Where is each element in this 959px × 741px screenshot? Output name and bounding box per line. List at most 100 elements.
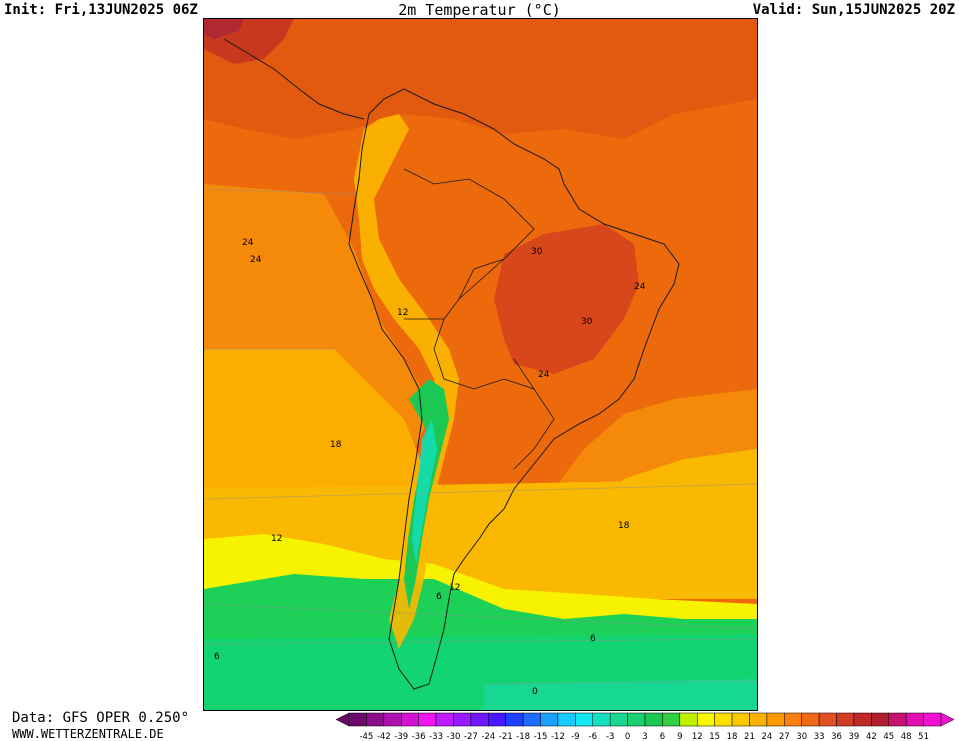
legend-swatch bbox=[383, 712, 402, 727]
legend-tick-label: 3 bbox=[642, 732, 647, 741]
legend-swatch bbox=[435, 712, 454, 727]
valid-time: Valid: Sun,15JUN2025 20Z bbox=[752, 2, 955, 18]
legend-swatch bbox=[557, 712, 576, 727]
field-band-21-pacific bbox=[204, 349, 424, 499]
legend-swatches bbox=[335, 712, 955, 727]
legend-tick-label: 0 bbox=[625, 732, 630, 741]
legend-tick-label: -30 bbox=[447, 732, 461, 741]
country-borders bbox=[403, 168, 555, 470]
legend-arrow-high bbox=[940, 712, 955, 727]
legend-swatch bbox=[784, 712, 802, 727]
legend-swatch bbox=[818, 712, 837, 727]
temperature-map: 24 24 30 24 12 30 24 18 18 12 12 6 6 6 0 bbox=[203, 18, 758, 711]
legend-tick-label: -9 bbox=[571, 732, 579, 741]
field-band-0 bbox=[484, 679, 757, 710]
temperature-field: 24 24 30 24 12 30 24 18 18 12 12 6 6 6 0 bbox=[204, 19, 757, 710]
legend-ticks: -45 -42 -39 -36 -3 3 -30 -27 -24 -21 -18 -15 -12 -9 -6… bbox=[359, 732, 929, 741]
contour-lines bbox=[204, 188, 757, 685]
contour-label: 12 bbox=[397, 308, 408, 318]
legend-swatch bbox=[853, 712, 872, 727]
site-url[interactable]: WWW.WETTERZENTRALE.DE bbox=[12, 727, 164, 741]
legend-swatch bbox=[905, 712, 924, 727]
init-time: Init: Fri,13JUN2025 06Z bbox=[4, 2, 198, 18]
legend-swatch bbox=[470, 712, 489, 727]
legend-tick-label: 6 bbox=[660, 732, 665, 741]
legend-tick-label: -24 bbox=[481, 732, 495, 741]
contour-label: 6 bbox=[214, 652, 220, 662]
legend-swatch bbox=[888, 712, 907, 727]
legend-swatch bbox=[575, 712, 594, 727]
legend-tick-label: -21 bbox=[499, 732, 513, 741]
legend-tick-label: 27 bbox=[779, 732, 790, 741]
legend-swatch bbox=[488, 712, 506, 727]
legend-swatch bbox=[662, 712, 681, 727]
legend-tick-label: 9 bbox=[677, 732, 682, 741]
andes-coldest-zone bbox=[412, 419, 437, 564]
field-band-18-atlantic bbox=[584, 449, 757, 519]
legend-tick-label: 15 bbox=[709, 732, 720, 741]
legend-tick-label: 45 bbox=[883, 732, 894, 741]
legend-swatch bbox=[453, 712, 472, 727]
contour-label: 6 bbox=[590, 634, 596, 644]
legend-swatch bbox=[400, 712, 419, 727]
legend-swatch bbox=[592, 712, 611, 727]
data-source: Data: GFS OPER 0.250° bbox=[12, 710, 190, 726]
legend-arrow-low bbox=[335, 712, 350, 727]
legend-swatch bbox=[871, 712, 890, 727]
legend-swatch bbox=[366, 712, 385, 727]
legend-swatch bbox=[836, 712, 855, 727]
contour-label: 12 bbox=[449, 583, 460, 593]
contour-label: 18 bbox=[330, 440, 342, 450]
legend-tick-label: -15 bbox=[534, 732, 548, 741]
legend-swatch bbox=[923, 712, 942, 727]
legend-swatch bbox=[714, 712, 733, 727]
contour-label: 24 bbox=[250, 255, 262, 265]
legend-tick-label: -12 bbox=[551, 732, 565, 741]
legend-tick-label: 24 bbox=[761, 732, 772, 741]
legend-tick-label: -45 bbox=[359, 732, 373, 741]
legend-tick-label: 30 bbox=[796, 732, 807, 741]
legend-swatch bbox=[348, 712, 367, 727]
legend-tick-label: 36 bbox=[831, 732, 842, 741]
legend-tick-label: -18 bbox=[516, 732, 530, 741]
legend-tick-label: -6 bbox=[589, 732, 597, 741]
legend-tick-label: -3 bbox=[606, 732, 614, 741]
contour-label: 18 bbox=[618, 521, 630, 531]
legend-tick-label: 42 bbox=[866, 732, 877, 741]
legend-swatch bbox=[644, 712, 663, 727]
contour-label: 30 bbox=[531, 247, 543, 257]
contour-label: 12 bbox=[271, 534, 282, 544]
field-band-36 bbox=[204, 19, 244, 39]
legend-swatch bbox=[801, 712, 820, 727]
coastline bbox=[348, 88, 680, 690]
central-america-coast bbox=[223, 38, 365, 120]
map-title: 2m Temperatur (°C) bbox=[398, 1, 561, 19]
contour-label: 6 bbox=[436, 592, 442, 602]
legend-tick-label: 21 bbox=[744, 732, 755, 741]
legend-swatch bbox=[679, 712, 698, 727]
legend-tick-label: 39 bbox=[849, 732, 860, 741]
color-legend: -45 -42 -39 -36 -3 3 -30 -27 -24 -21 -18 -15 -12 -9 -6… bbox=[335, 712, 955, 741]
legend-tick-label: -27 bbox=[464, 732, 478, 741]
contour-label: 24 bbox=[538, 370, 550, 380]
andes-cool-zone bbox=[354, 114, 459, 649]
legend-swatch bbox=[766, 712, 785, 727]
legend-swatch bbox=[696, 712, 715, 727]
legend-tick-label: 18 bbox=[727, 732, 738, 741]
legend-swatch bbox=[627, 712, 646, 727]
legend-tick-label: -36 bbox=[412, 732, 426, 741]
legend-tick-label: 33 bbox=[814, 732, 825, 741]
legend-tick-label: -39 bbox=[394, 732, 408, 741]
legend-swatch bbox=[522, 712, 541, 727]
legend-tick-label: 51 bbox=[918, 732, 929, 741]
legend-tick-label: -42 bbox=[377, 732, 391, 741]
legend-swatch bbox=[540, 712, 559, 727]
legend-swatch bbox=[749, 712, 768, 727]
contour-label: 0 bbox=[532, 687, 538, 697]
legend-swatch bbox=[418, 712, 437, 727]
legend-swatch bbox=[505, 712, 524, 727]
legend-swatch bbox=[731, 712, 750, 727]
legend-tick-label: 12 bbox=[692, 732, 703, 741]
legend-tick-label: 48 bbox=[901, 732, 912, 741]
field-band-30-brazil bbox=[494, 224, 639, 374]
